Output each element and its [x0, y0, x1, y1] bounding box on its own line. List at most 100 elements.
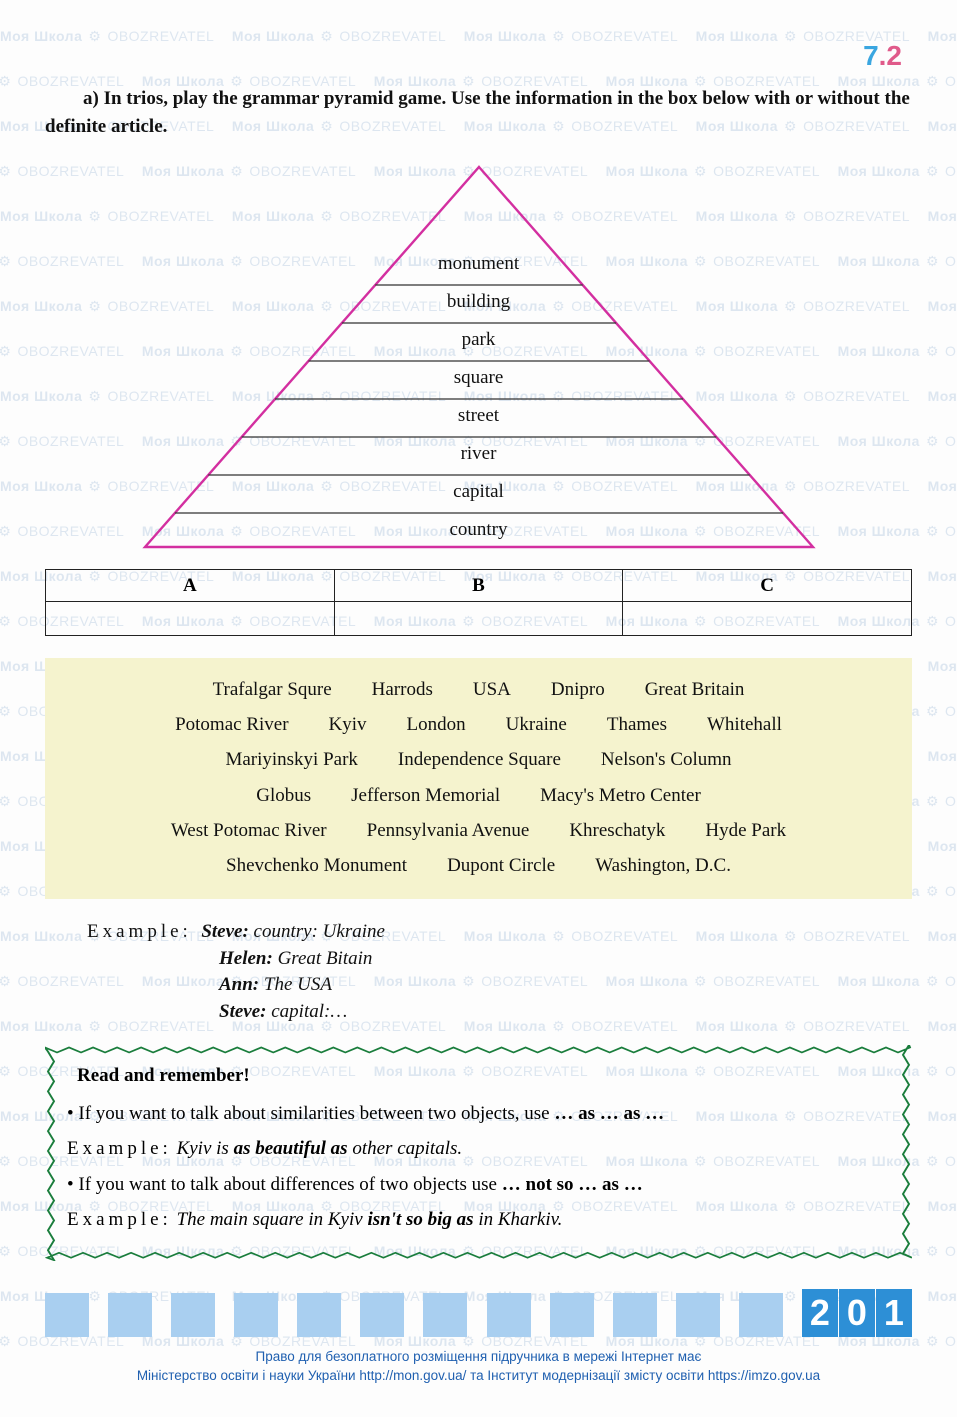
col-a-header: A	[46, 570, 335, 602]
pyramid-diagram: monumentbuildingparksquarestreetrivercap…	[139, 159, 819, 549]
footer-sq	[487, 1293, 531, 1337]
copyright-line-1: Право для безоплатного розміщення підруч…	[45, 1347, 912, 1367]
wordbank-word: Dnipro	[551, 672, 605, 707]
wordbank-word: Mariyinskyi Park	[225, 742, 357, 777]
wordbank-word: Pennsylvania Avenue	[367, 813, 530, 848]
page-digit: 2	[802, 1289, 838, 1337]
ex1-b: as beautiful as	[234, 1138, 348, 1159]
ex1-label: Example:	[67, 1138, 172, 1159]
footer-sq	[171, 1293, 215, 1337]
rule-title: Read and remember!	[77, 1061, 890, 1090]
dialog-name-1: Helen:	[219, 948, 273, 969]
rule2-pattern-a: … not so …	[502, 1174, 598, 1195]
rule-example-2: Example: The main square in Kyiv isn't s…	[67, 1205, 890, 1234]
ex1-c: other capitals.	[348, 1138, 463, 1159]
wordbank-word: Jefferson Memorial	[351, 778, 500, 813]
pyramid-level: park	[139, 329, 819, 351]
copyright-line-2: Міністерство освіти і науки України http…	[45, 1366, 912, 1386]
wordbank-word: Potomac River	[175, 707, 288, 742]
copyright-text: Право для безоплатного розміщення підруч…	[45, 1347, 912, 1386]
footer-sq	[423, 1293, 467, 1337]
page-content: 7.2 a) In trios, play the grammar pyrami…	[0, 0, 957, 1406]
wordbank-word: Thames	[607, 707, 667, 742]
footer-sq	[234, 1293, 278, 1337]
wordbank-word: Great Britain	[645, 672, 745, 707]
pyramid-level: square	[139, 367, 819, 389]
instruction-text: a) In trios, play the grammar pyramid ga…	[45, 85, 912, 140]
rule1-text: If you want to talk about similarities b…	[78, 1103, 554, 1124]
wordbank-word: Ukraine	[506, 707, 567, 742]
wordbank-word: London	[407, 707, 466, 742]
col-c-header: C	[623, 570, 912, 602]
page-digit: 0	[839, 1289, 875, 1337]
pyramid-level: monument	[139, 253, 819, 275]
pyramid-level: building	[139, 291, 819, 313]
abc-table: A B C	[45, 569, 912, 636]
pyramid-level: street	[139, 405, 819, 427]
cell-c	[623, 602, 912, 636]
ex2-label: Example:	[67, 1209, 172, 1230]
section-number: 7.2	[863, 40, 902, 72]
pyramid-labels: monumentbuildingparksquarestreetrivercap…	[139, 159, 819, 549]
abc-empty-row	[46, 602, 912, 636]
footer-sq	[676, 1293, 720, 1337]
dialog-name-0: Steve:	[201, 921, 248, 942]
wordbank-word: Globus	[256, 778, 311, 813]
rule-bullet-1: If you want to talk about similarities b…	[67, 1099, 890, 1128]
pyramid-level: country	[139, 519, 819, 541]
example-label: Example:	[87, 921, 192, 942]
wordbox-row: West Potomac River Pennsylvania Avenue Khr…	[55, 813, 902, 848]
grammar-rule-box: Read and remember! If you want to talk a…	[45, 1045, 912, 1260]
ex2-a: The main square in Kyiv	[172, 1209, 368, 1230]
wordbank-word: West Potomac River	[171, 813, 327, 848]
rule1-pattern-b: as …	[624, 1103, 665, 1124]
example-dialog: Example: Steve: country: Ukraine Helen: …	[87, 919, 912, 1025]
dialog-name-3: Steve:	[219, 1001, 266, 1022]
page-digit: 1	[876, 1289, 912, 1337]
wordbank-word: Whitehall	[707, 707, 782, 742]
footer-sq	[360, 1293, 404, 1337]
wordbank-word: Macy's Metro Center	[540, 778, 701, 813]
wordbank-word: Shevchenko Monument	[226, 848, 407, 883]
footer-sq	[45, 1293, 89, 1337]
wordbox-row: Shevchenko MonumentDupont CircleWashingt…	[55, 848, 902, 883]
dialog-text-2: The USA	[259, 974, 332, 995]
ex2-b: isn't so big as	[367, 1209, 473, 1230]
rule-example-1: Example: Kyiv is as beautiful as other c…	[67, 1134, 890, 1163]
rule1-pattern-a: … as …	[554, 1103, 618, 1124]
wordbank-word: Dupont Circle	[447, 848, 555, 883]
abc-header-row: A B C	[46, 570, 912, 602]
dialog-text-1: Great Bitain	[273, 948, 373, 969]
section-two: 2	[886, 40, 902, 71]
footer-sq	[297, 1293, 341, 1337]
wordbank-word: Independence Square	[398, 742, 561, 777]
word-bank-box: Trafalgar Squre Harrods USA Dnipro Great Bri…	[45, 658, 912, 899]
footer-decoration: 2 0 1	[45, 1289, 912, 1341]
ex1-a: Kyiv is	[172, 1138, 234, 1159]
page-number: 2 0 1	[802, 1289, 912, 1337]
dialog-name-2: Ann:	[219, 974, 259, 995]
wordbank-word: Trafalgar Squre	[213, 672, 332, 707]
pyramid-level: capital	[139, 481, 819, 503]
cell-b	[334, 602, 623, 636]
rule2-pattern-b: as …	[602, 1174, 643, 1195]
wordbank-word: Kyiv	[329, 707, 367, 742]
wordbank-word: Nelson's Column	[601, 742, 732, 777]
wordbank-word: Khreschatyk	[569, 813, 665, 848]
col-b-header: B	[334, 570, 623, 602]
footer-sq	[550, 1293, 594, 1337]
footer-sq	[613, 1293, 657, 1337]
wordbank-word: USA	[473, 672, 511, 707]
wordbank-word: Hyde Park	[705, 813, 786, 848]
ex2-c: in Kharkiv.	[474, 1209, 563, 1230]
rule-bullet-2: If you want to talk about differences of…	[67, 1170, 890, 1199]
dialog-text-3: capital:…	[266, 1001, 347, 1022]
cell-a	[46, 602, 335, 636]
wordbox-row: Trafalgar Squre Harrods USA Dnipro Great Bri…	[55, 672, 902, 707]
wordbank-word: Harrods	[372, 672, 433, 707]
section-seven: 7	[863, 40, 879, 71]
wordbox-row: Potomac River Kyiv London Ukraine Thames Whit…	[55, 707, 902, 742]
footer-sq	[739, 1293, 783, 1337]
footer-sq	[108, 1293, 152, 1337]
wordbox-row: Globus Jefferson Memorial Macy's Metro Cen…	[55, 778, 902, 813]
